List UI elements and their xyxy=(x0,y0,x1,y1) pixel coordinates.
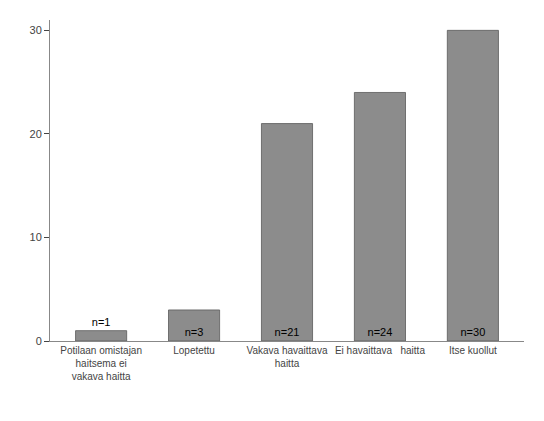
svg-text:n=30: n=30 xyxy=(460,326,485,338)
svg-text:Potilaan omistajanhaitsema eiv: Potilaan omistajanhaitsema eivakava hait… xyxy=(60,345,142,382)
svg-text:Lopetettu: Lopetettu xyxy=(173,345,215,356)
svg-text:Vakava havaittavahaitta: Vakava havaittavahaitta xyxy=(247,345,328,369)
svg-text:0: 0 xyxy=(36,335,42,347)
svg-text:10: 10 xyxy=(30,231,42,243)
svg-text:n=3: n=3 xyxy=(185,326,204,338)
svg-text:n=1: n=1 xyxy=(92,316,111,328)
svg-text:n=24: n=24 xyxy=(368,326,393,338)
svg-text:20: 20 xyxy=(30,128,42,140)
svg-text:Itse kuollut: Itse kuollut xyxy=(449,345,497,356)
svg-text:Ei havaittava haitta: Ei havaittava haitta xyxy=(335,345,425,356)
svg-text:30: 30 xyxy=(30,24,42,36)
svg-text:n=21: n=21 xyxy=(275,326,300,338)
